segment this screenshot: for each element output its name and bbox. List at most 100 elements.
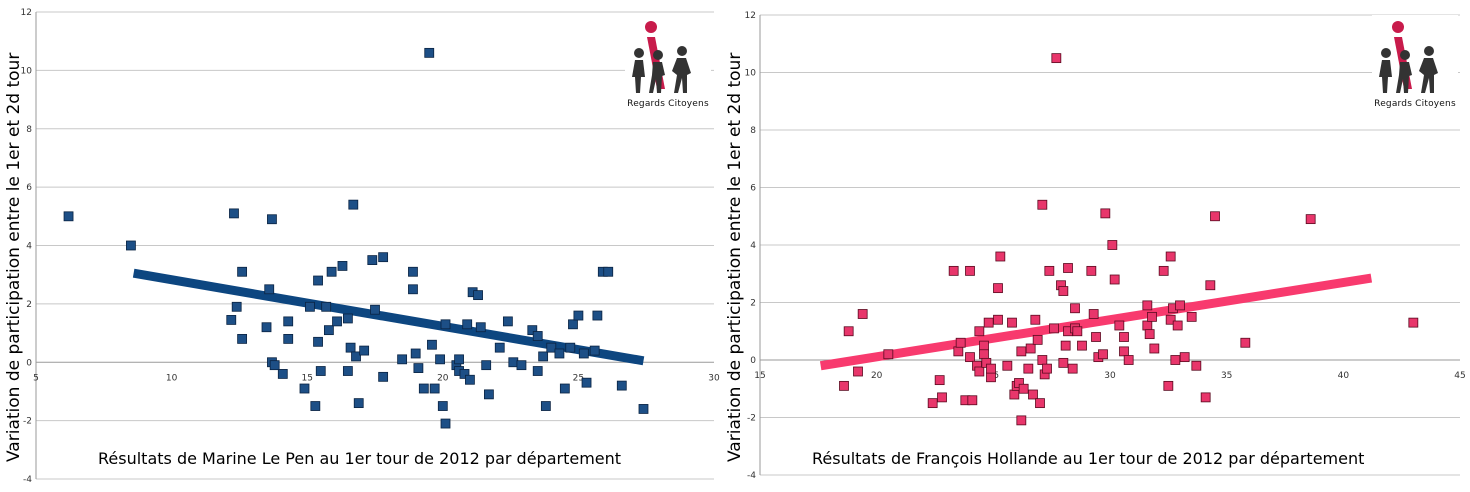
left-data-point — [332, 316, 342, 327]
right-data-point — [857, 309, 868, 319]
left-data-point — [410, 348, 421, 359]
left-data-point — [283, 316, 294, 327]
right-x-tick-label: 35 — [1221, 371, 1232, 381]
right-data-point — [995, 251, 1006, 262]
left-data-point — [481, 360, 492, 371]
right-data-point — [934, 375, 945, 386]
left-data-point — [305, 301, 315, 312]
left-data-point — [494, 342, 505, 353]
right-data-point — [1060, 340, 1071, 351]
left-data-point — [231, 301, 242, 312]
left-data-point — [269, 360, 280, 371]
right-data-point — [1091, 332, 1101, 342]
left-y-tick-label: 0 — [26, 358, 32, 368]
right-data-point — [1028, 389, 1038, 400]
left-data-point — [435, 354, 445, 365]
right-data-point — [1408, 317, 1419, 328]
right-data-point — [883, 349, 894, 360]
left-data-point — [342, 366, 353, 376]
left-data-point — [527, 325, 538, 336]
left-data-point — [546, 342, 557, 353]
right-data-point — [927, 398, 938, 409]
left-data-point — [592, 310, 603, 321]
left-data-point — [283, 333, 294, 344]
right-data-point — [1009, 389, 1020, 400]
left-data-point — [565, 342, 576, 353]
right-y-tick-label: 10 — [745, 69, 757, 79]
right-data-point — [965, 265, 975, 276]
right-y-tick-label: 12 — [745, 11, 756, 21]
left-data-point — [538, 351, 549, 362]
left-data-point — [484, 389, 494, 400]
logo-caption: Regards Citoyens — [627, 99, 709, 109]
right-y-axis-label: Variation de participation entre le 1er … — [725, 52, 745, 462]
right-data-point — [1191, 360, 1202, 371]
right-data-point — [1107, 240, 1118, 250]
left-y-axis-label: Variation de participation entre le 1er … — [4, 52, 24, 462]
left-x-tick-label: 10 — [166, 373, 178, 383]
left-data-point — [323, 325, 334, 336]
left-data-point — [310, 401, 321, 411]
left-data-point — [462, 319, 473, 330]
right-data-point — [1025, 343, 1036, 354]
left-data-point — [342, 313, 353, 324]
left-data-point — [326, 266, 337, 277]
right-data-point — [1144, 329, 1155, 340]
left-data-point — [237, 266, 248, 277]
left-y-tick-label: 8 — [26, 125, 32, 135]
right-data-point — [986, 372, 996, 383]
left-data-point — [603, 266, 614, 277]
right-data-point — [1016, 415, 1027, 426]
right-data-point — [1240, 337, 1251, 348]
right-data-point — [1142, 320, 1153, 331]
right-data-point — [979, 340, 989, 351]
left-y-tick-label: 6 — [26, 183, 32, 193]
right-trend-line — [819, 273, 1373, 371]
right-data-point — [1007, 317, 1017, 328]
left-data-point — [264, 284, 275, 295]
left-data-point — [568, 319, 578, 330]
right-data-point — [1200, 392, 1211, 403]
left-data-point — [516, 360, 527, 371]
left-data-point — [581, 377, 592, 388]
left-data-point — [424, 47, 435, 58]
left-data-point — [397, 354, 408, 365]
left-data-point — [578, 348, 589, 359]
left-data-point — [261, 322, 272, 333]
right-data-point — [967, 395, 978, 406]
left-data-point — [508, 357, 519, 368]
right-data-point — [979, 349, 989, 360]
right-data-point — [1023, 363, 1034, 374]
left-data-point — [370, 304, 380, 315]
right-data-point — [1165, 251, 1176, 262]
right-data-point — [1205, 280, 1216, 291]
right-data-point — [1070, 303, 1080, 314]
left-data-point — [418, 383, 429, 394]
left-data-point — [367, 255, 378, 265]
right-y-tick-label: 0 — [750, 356, 756, 366]
right-data-point — [1210, 211, 1220, 222]
left-data-point — [589, 345, 600, 356]
right-data-point — [1114, 320, 1125, 331]
left-data-point — [532, 331, 543, 341]
right-y-tick-label: -2 — [747, 414, 756, 424]
right-data-point — [1072, 326, 1083, 337]
right-data-point — [1051, 53, 1062, 64]
right-y-tick-label: -4 — [747, 471, 756, 481]
right-data-point — [953, 346, 964, 357]
left-data-point — [475, 322, 486, 333]
right-data-point — [843, 326, 854, 337]
right-data-point — [965, 352, 975, 363]
right-data-point — [853, 366, 863, 377]
right-data-point — [1119, 332, 1129, 342]
right-x-tick-label: 45 — [1454, 371, 1465, 381]
left-data-point — [63, 211, 74, 222]
right-data-point — [1018, 383, 1029, 394]
right-data-point — [1119, 346, 1129, 357]
right-data-point — [937, 392, 947, 403]
right-data-point — [1016, 346, 1027, 357]
left-data-point — [413, 363, 424, 373]
right-data-point — [993, 314, 1003, 325]
left-x-tick-label: 25 — [573, 373, 584, 383]
left-scatter-plot: -4 -2 0 2 4 6 8 10 12 5 10 15 20 25 30 — [21, 8, 720, 485]
